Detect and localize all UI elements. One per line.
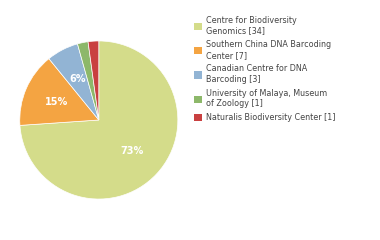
Wedge shape [88,41,99,120]
Wedge shape [49,44,99,120]
Text: 73%: 73% [121,146,144,156]
Legend: Centre for Biodiversity
Genomics [34], Southern China DNA Barcoding
Center [7], : Centre for Biodiversity Genomics [34], S… [194,16,336,122]
Text: 15%: 15% [45,97,68,107]
Wedge shape [20,59,99,125]
Text: 6%: 6% [70,74,86,84]
Wedge shape [78,42,99,120]
Wedge shape [20,41,178,199]
